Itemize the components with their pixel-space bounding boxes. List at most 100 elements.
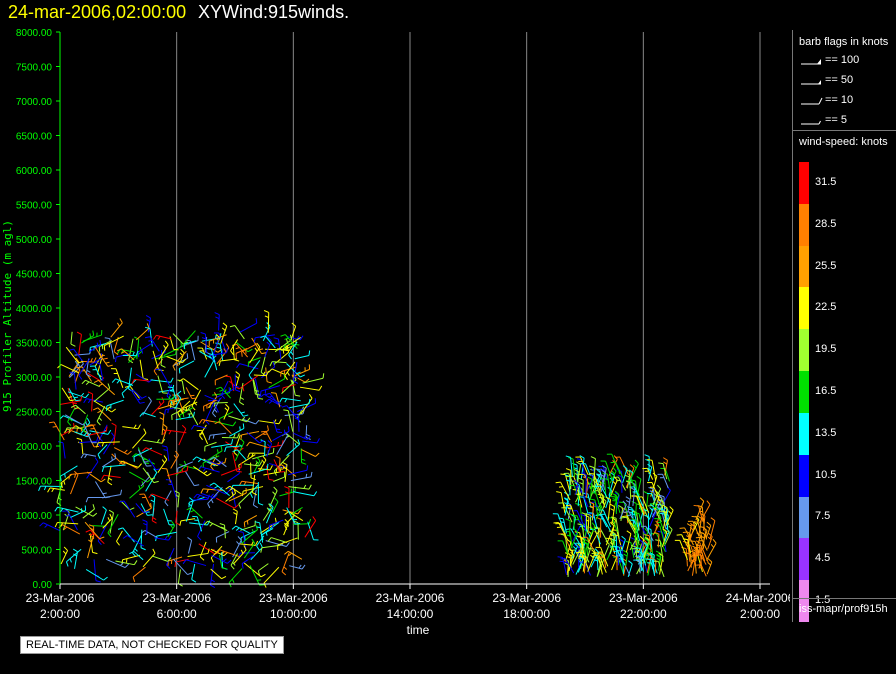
wind-barb — [270, 392, 281, 408]
wind-barb — [291, 364, 311, 378]
wind-barb — [265, 465, 274, 481]
wind-barb — [97, 424, 108, 448]
wind-barb — [208, 347, 229, 357]
wind-barb — [210, 568, 227, 580]
wind-barb — [215, 531, 230, 543]
wind-barb — [238, 488, 254, 509]
wind-barb — [655, 539, 664, 562]
speed-swatch — [799, 203, 809, 246]
x-tick-time: 2:00:00 — [740, 607, 780, 621]
y-tick-label: 6500.00 — [16, 132, 53, 143]
wind-barb — [300, 448, 307, 465]
wind-barb — [60, 395, 83, 405]
wind-barb — [575, 456, 589, 475]
wind-barb — [271, 497, 279, 513]
wind-barb — [609, 530, 617, 555]
wind-barb — [191, 494, 210, 501]
wind-barb — [581, 472, 587, 496]
wind-barb — [259, 385, 280, 397]
wind-barb — [167, 397, 189, 406]
wind-barb — [110, 318, 123, 338]
wind-barb — [177, 379, 186, 395]
wind-barb — [129, 481, 145, 499]
wind-barb — [151, 555, 172, 562]
wind-barb — [214, 312, 220, 331]
wind-barb — [644, 534, 652, 553]
y-tick-label: 7500.00 — [16, 63, 53, 74]
wind-barb — [47, 487, 65, 493]
wind-barb — [582, 476, 589, 498]
wind-barb — [284, 486, 290, 508]
wind-barb — [631, 518, 637, 541]
wind-barb — [570, 528, 579, 548]
wind-barb — [62, 510, 78, 531]
wind-barb — [100, 506, 107, 525]
wind-barb — [263, 466, 282, 476]
wind-barb — [279, 397, 301, 403]
wind-barb — [84, 521, 105, 540]
wind-barb — [69, 371, 77, 390]
speed-swatch — [799, 371, 809, 413]
wind-barb — [161, 445, 170, 462]
wind-barb — [111, 378, 132, 386]
wind-barb — [132, 428, 147, 449]
wind-barb — [49, 421, 65, 441]
speed-swatch — [799, 245, 809, 288]
wind-barb — [255, 425, 269, 439]
wind-barb — [108, 509, 114, 534]
wind-barb — [214, 374, 228, 386]
wind-barb — [206, 348, 218, 371]
wind-barb — [277, 537, 298, 550]
wind-barb — [674, 539, 689, 560]
plot-axes: 23-Mar-2006 2:00:00 23-Mar-2006 6:00:00 23-M… — [16, 28, 790, 621]
wind-barb — [251, 337, 267, 355]
wind-barb — [107, 514, 119, 538]
wind-barb — [595, 546, 609, 567]
wind-barb — [695, 532, 702, 550]
wind-barb — [87, 391, 94, 412]
wind-barb — [94, 362, 104, 381]
wind-barb — [282, 461, 288, 482]
wind-barb — [185, 471, 200, 487]
wind-barb — [595, 485, 611, 504]
wind-barb — [192, 515, 203, 532]
wind-barb — [94, 481, 111, 499]
wind-barb — [128, 338, 134, 364]
wind-barb — [593, 552, 607, 573]
wind-barb — [58, 441, 66, 459]
wind-barb — [266, 503, 274, 524]
wind-barb — [254, 521, 264, 543]
wind-barb — [116, 348, 135, 361]
wind-barb — [119, 500, 136, 518]
wind-barb — [139, 493, 152, 508]
data-source-path: iss-mapr/prof915h — [799, 603, 888, 615]
wind-barb — [102, 489, 123, 499]
wind-barb — [221, 433, 240, 439]
wind-barb — [273, 472, 286, 482]
wind-barb — [696, 564, 707, 577]
wind-barb — [601, 465, 607, 486]
wind-barb — [93, 379, 116, 396]
y-tick-label: 8000.00 — [16, 28, 53, 39]
wind-barb — [293, 432, 312, 440]
wind-barb — [302, 373, 325, 384]
wind-barb — [85, 529, 105, 545]
wind-barb — [129, 550, 144, 561]
wind-barb — [114, 353, 130, 363]
speed-scale-label: 13.5 — [815, 426, 837, 439]
wind-barb — [59, 465, 78, 482]
wind-barb — [167, 521, 176, 538]
wind-barb — [142, 519, 148, 535]
legend-divider — [793, 130, 896, 131]
wind-barb — [268, 373, 286, 389]
chart-product-title: XYWind:915winds. — [198, 2, 350, 22]
flag-50-label: == 50 — [825, 74, 854, 86]
wind-barb — [67, 391, 90, 399]
wind-barb — [107, 465, 113, 486]
wind-barb — [582, 540, 588, 556]
wind-barb — [204, 441, 217, 452]
x-tick-date: 23-Mar-2006 — [609, 591, 678, 605]
wind-barb — [609, 503, 616, 523]
wind-barb — [198, 418, 215, 424]
x-tick-date: 23-Mar-2006 — [376, 591, 445, 605]
